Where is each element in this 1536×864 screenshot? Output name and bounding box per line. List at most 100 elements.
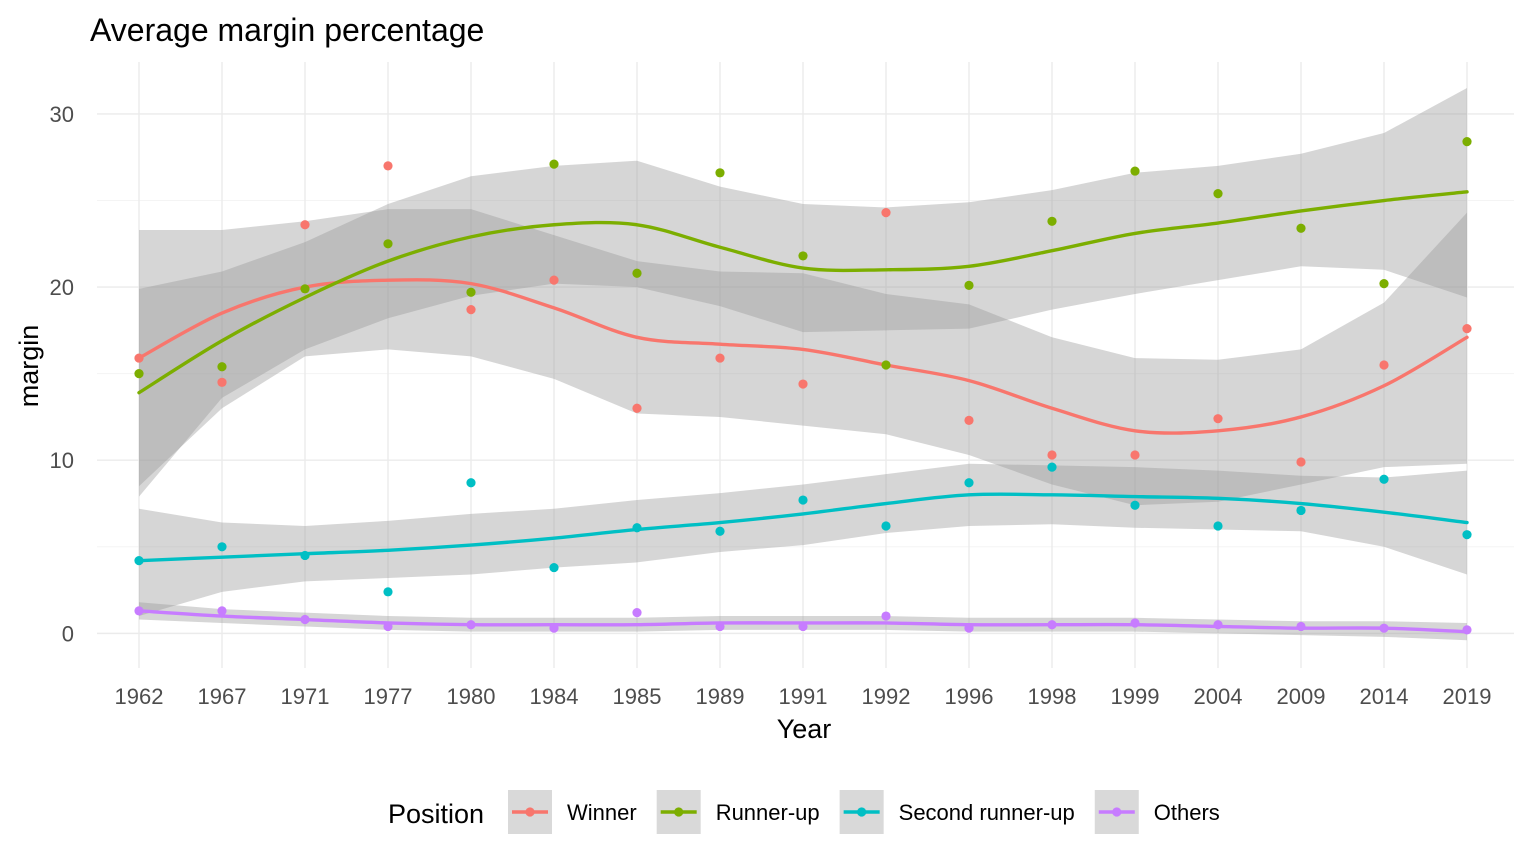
legend-key-point [525,807,535,817]
x-tick-label: 1998 [1028,684,1077,709]
data-point [1462,324,1472,334]
x-tick-label: 1999 [1111,684,1160,709]
data-point [798,621,808,632]
confidence-band [139,87,1467,497]
data-point [798,251,808,261]
legend-key-point [674,807,684,817]
x-tick-label: 1980 [447,684,496,709]
data-point [881,208,891,218]
data-point [549,623,559,633]
x-tick-label: 1971 [281,684,330,709]
data-point [632,523,642,533]
legend-title: Position [388,799,484,829]
data-point [632,607,642,618]
data-point [1462,530,1472,540]
data-point [1130,450,1140,460]
y-axis-title: margin [14,325,44,408]
y-tick-label: 0 [62,621,74,646]
x-tick-label: 1977 [364,684,413,709]
x-tick-label: 1996 [945,684,994,709]
data-point [964,415,974,426]
legend-label: Second runner-up [899,800,1075,825]
data-point [1462,625,1472,635]
data-point [964,623,974,633]
data-point [1379,623,1389,633]
data-point [134,369,144,379]
data-point [217,377,227,387]
data-point [383,239,393,249]
trend-line [137,278,1469,435]
grid [97,62,1514,668]
data-point [632,268,642,278]
legend-key-point [857,807,867,817]
data-point [964,280,974,290]
data-point [1379,279,1389,289]
data-point [1213,188,1223,199]
y-axis-ticks: 0 10 20 30 [50,102,74,646]
data-point [1130,166,1140,176]
data-point [549,275,559,285]
data-point [1296,621,1306,632]
data-point [1213,620,1223,630]
x-tick-label: 1989 [696,684,745,709]
trend-line [137,492,1469,563]
data-point [466,304,476,315]
x-tick-label: 1967 [198,684,247,709]
data-point [1296,505,1306,516]
x-tick-label: 2009 [1277,684,1326,709]
x-tick-label: 1962 [115,684,164,709]
x-axis-title: Year [777,714,832,744]
data-point [549,159,559,169]
trend-line [137,190,1469,395]
data-point [1130,618,1140,628]
data-point [715,526,725,536]
data-point [881,521,891,531]
x-tick-label: 1985 [613,684,662,709]
data-point [964,478,974,488]
data-point [1379,474,1389,484]
data-point [466,620,476,630]
data-point [881,360,891,370]
data-point [300,550,310,561]
data-point [466,287,476,297]
data-point [715,621,725,632]
data-point [383,587,393,597]
legend-label: Winner [567,800,637,825]
data-point [383,161,393,171]
data-point [300,614,310,625]
data-point [1462,137,1472,147]
data-point [300,220,310,230]
data-point [798,495,808,505]
y-tick-label: 30 [50,102,74,127]
data-point [1047,620,1057,630]
data-point [1213,414,1223,424]
confidence-band [139,602,1467,641]
x-tick-label: 1984 [530,684,579,709]
data-point [217,542,227,552]
data-point [798,379,808,389]
data-point [881,611,891,621]
x-tick-label: 2004 [1194,684,1243,709]
x-tick-label: 2019 [1443,684,1492,709]
legend-key-point [1112,807,1122,817]
data-point [217,362,227,372]
data-point [1296,457,1306,467]
data-point [1047,216,1057,226]
x-tick-label: 1991 [779,684,828,709]
data-point [383,621,393,632]
y-tick-label: 20 [50,275,74,300]
legend: Position Winner Runner-up Second runner-up… [388,790,1220,834]
legend-label: Runner-up [716,800,820,825]
legend-label: Others [1154,800,1220,825]
data-point [1379,360,1389,370]
data-point [632,403,642,413]
data-point [134,606,144,616]
x-axis-ticks: 1962 1967 1971 1977 1980 1984 1985 1989 1991 1992… [115,684,1492,709]
y-tick-label: 10 [50,448,74,473]
data-point [549,562,559,573]
x-tick-label: 2014 [1360,684,1409,709]
data-points [134,137,1472,635]
chart-title: Average margin percentage [90,12,484,48]
data-point [1047,450,1057,460]
